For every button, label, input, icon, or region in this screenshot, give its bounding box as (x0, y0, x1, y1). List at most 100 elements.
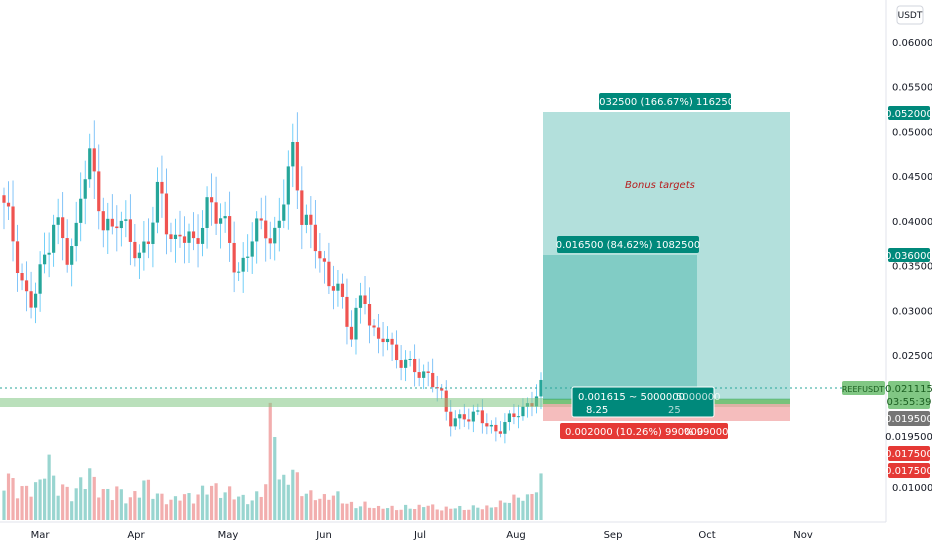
candle-body (20, 273, 24, 281)
volume-bar (485, 505, 489, 520)
x-tick-apr: Apr (127, 530, 145, 541)
volume-bar (38, 479, 42, 520)
candle-body (38, 264, 42, 294)
currency-selector[interactable]: USDT (896, 5, 924, 25)
candle-body (282, 204, 286, 221)
candle-body (255, 218, 259, 242)
candle-body (29, 291, 33, 308)
last-price-value: 0.021115 (885, 384, 932, 395)
volume-bar (367, 507, 372, 520)
candle-body (394, 344, 399, 361)
volume-bar (435, 509, 439, 520)
volume-bar (92, 476, 96, 520)
entry-pill[interactable]: 0.001615 ~ 5000000 5000000 8.25 25 (571, 386, 721, 418)
candle-body (124, 219, 128, 221)
svg-text:0.019500: 0.019500 (885, 432, 932, 443)
symbol-tag: REEFUSDT (842, 381, 885, 395)
x-tick-nov: Nov (793, 530, 813, 541)
volume-bar (264, 484, 268, 520)
volume-bar (331, 495, 336, 520)
volume-bar (24, 485, 29, 520)
volume-bar (155, 493, 160, 520)
candle-body (65, 238, 69, 265)
candle-body (381, 338, 385, 343)
volume-bar (440, 510, 444, 520)
candle-body (74, 222, 78, 247)
candle-body (155, 181, 160, 223)
volume-bar (205, 494, 209, 520)
candle-body (507, 413, 512, 423)
time-axis-ticks[interactable]: Mar Apr May Jun Jul Aug Sep Oct Nov (31, 530, 813, 541)
volume-bar (241, 494, 245, 520)
volume-bar (503, 502, 507, 520)
y-tick-label: 0.010000 (892, 483, 932, 494)
target-pill-lower[interactable]: 0.016500 (84.62%) 1082500 (556, 236, 701, 253)
volume-bar (309, 490, 313, 520)
volume-bar (178, 500, 182, 520)
volume-bar (476, 507, 480, 520)
volume-bar (70, 501, 74, 520)
x-tick-aug: Aug (506, 530, 526, 541)
candle-body (219, 218, 223, 224)
candle-body (97, 171, 101, 212)
volume-bar (390, 505, 394, 520)
candle-body (503, 422, 507, 434)
volume-bar (408, 508, 412, 520)
candle-body (345, 296, 349, 327)
candle-body (178, 234, 182, 237)
volume-bar (47, 454, 51, 520)
svg-text:0.019500: 0.019500 (885, 414, 932, 425)
volume-bar (399, 509, 403, 520)
candle-body (498, 431, 502, 434)
svg-text:0.036000: 0.036000 (885, 251, 932, 262)
volume-bar (431, 504, 435, 520)
volume-bar (124, 503, 128, 520)
volume-bar (336, 491, 340, 520)
volume-bar (169, 499, 173, 520)
volume-bar (160, 493, 164, 520)
volume-bar (444, 506, 448, 520)
candle-body (232, 242, 236, 273)
svg-text:0.017500: 0.017500 (885, 466, 932, 477)
candle-body (33, 293, 38, 308)
candle-body (494, 424, 498, 432)
volume-bar (43, 478, 47, 520)
candle-body (79, 198, 83, 223)
candle-body (349, 326, 354, 340)
candle-body (223, 216, 227, 219)
volume-bar (250, 500, 254, 520)
volume-bar (376, 505, 381, 520)
candle-body (467, 419, 471, 422)
candle-body (214, 202, 218, 224)
volume-bar (525, 494, 530, 520)
candle-body (164, 193, 169, 235)
candle-body (196, 238, 200, 244)
candle-body (24, 280, 29, 292)
candle-body (304, 214, 308, 225)
volume-bar (228, 486, 232, 520)
candle-body (142, 241, 146, 253)
candle-body (313, 224, 317, 252)
stop-pill[interactable]: 0.002000 (10.26%) 990000 % 990000 (560, 423, 735, 439)
volume-bar (115, 486, 119, 520)
candle-body (512, 413, 516, 418)
x-tick-sep: Sep (604, 530, 623, 541)
candle-body (205, 197, 209, 228)
candle-body (83, 179, 87, 199)
volume-bar (119, 489, 123, 520)
volume-bar (259, 496, 263, 520)
volume-bar (471, 505, 475, 520)
candle-body (246, 256, 250, 258)
x-tick-oct: Oct (698, 530, 715, 541)
volume-bar (291, 469, 295, 520)
volume-bar (340, 503, 345, 520)
volume-bar (200, 485, 205, 520)
target-pill-upper[interactable]: 0.032500 (166.67%) 1162500 (590, 93, 741, 110)
candle-body (115, 226, 119, 229)
volume-bar (128, 497, 132, 520)
x-tick-may: May (218, 530, 239, 541)
volume-bar (97, 497, 101, 520)
